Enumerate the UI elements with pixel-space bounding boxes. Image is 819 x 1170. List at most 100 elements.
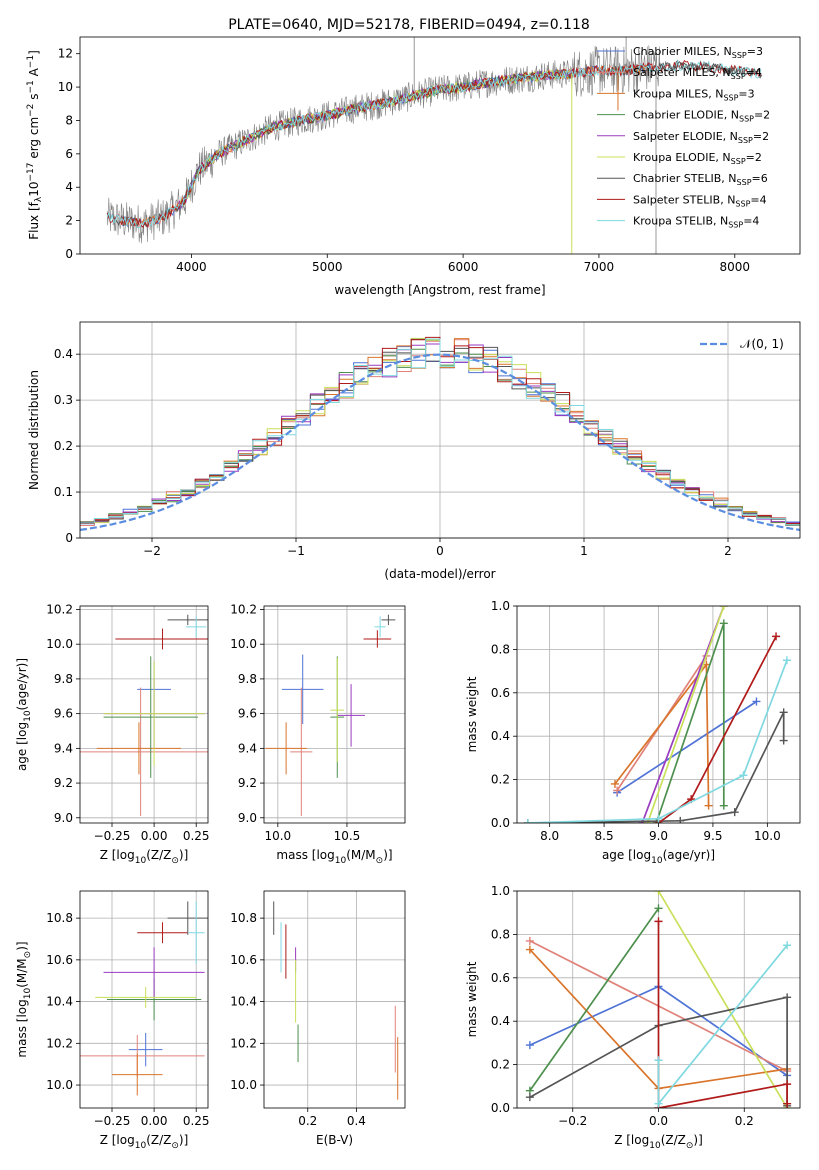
weight-marker xyxy=(782,656,791,665)
weight-marker xyxy=(779,708,788,717)
plot-area-residuals xyxy=(80,336,800,531)
weight-line-kroupa-stelib xyxy=(527,659,788,823)
y-tick-label: 10.0 xyxy=(230,1078,257,1092)
y-tick-label-text: 10.0 xyxy=(230,1078,257,1092)
x-tick-label-text: 0.00 xyxy=(141,829,168,843)
y-tick-label: 10.6 xyxy=(230,953,257,967)
x-tick-label-text: 0.2 xyxy=(735,1114,754,1128)
label-part: E(B-V) xyxy=(316,1133,353,1147)
label-part: =3 xyxy=(738,87,754,100)
y-tick-label: 10.0 xyxy=(46,637,73,651)
label-part: Chabrier ELODIE, N xyxy=(633,109,739,122)
y-tick-label: 0.6 xyxy=(491,686,510,700)
weight-marker xyxy=(654,904,663,913)
label-part: =4 xyxy=(750,193,766,206)
model-spectrum-salpeter-miles xyxy=(120,63,653,228)
y-axis-label: mass weight xyxy=(465,961,479,1037)
model-spectrum-kroupa-miles xyxy=(120,64,653,228)
y-tick-label-text: 10.0 xyxy=(46,637,73,651)
y-tick-label: 1.0 xyxy=(491,599,510,613)
label-part: 10 xyxy=(335,856,347,866)
y-tick-label-text: 0.4 xyxy=(54,347,73,361)
y-tick-label-text: 10 xyxy=(58,80,73,94)
label-part: age [log xyxy=(15,722,29,771)
y-tick-label-text: 10.4 xyxy=(230,995,257,1009)
y-tick-label: 10 xyxy=(58,80,73,94)
legend-entry: Kroupa STELIB, NSSP=4 xyxy=(633,215,759,230)
y-tick-label-text: 0.8 xyxy=(491,642,510,656)
label-part: Chabrier MILES, N xyxy=(633,45,732,58)
x-tick-label: 8.0 xyxy=(540,829,559,843)
x-tick-label: 0.25 xyxy=(183,829,210,843)
axes-frame-spectrum xyxy=(79,36,801,255)
label-part: SSP xyxy=(731,157,746,166)
label-part: Z [log xyxy=(614,1133,649,1147)
weight-marker xyxy=(654,1056,663,1065)
label-part: )] xyxy=(179,1133,188,1147)
y-tick-label: 9.8 xyxy=(54,672,73,686)
y-tick-label: 10.4 xyxy=(230,995,257,1009)
legend-entry: Kroupa MILES, NSSP=3 xyxy=(633,87,755,102)
label-part: 10 xyxy=(23,710,33,722)
y-tick-label: 8 xyxy=(65,113,73,127)
weight-marker xyxy=(772,632,781,641)
label-part: −2 xyxy=(26,104,36,117)
label-part: =4 xyxy=(746,66,762,79)
weight-marker xyxy=(643,819,652,823)
axes-frame-age-vs-Z xyxy=(79,605,209,824)
weight-marker xyxy=(719,801,728,810)
legend-entry: Chabrier STELIB, NSSP=6 xyxy=(633,172,768,187)
y-tick-label-text: 10.2 xyxy=(230,1036,257,1050)
y-axis-label: mass weight xyxy=(465,676,479,752)
label-part: =2 xyxy=(753,130,769,143)
x-tick-label-text: 8.5 xyxy=(595,829,614,843)
legend-entry: Chabrier MILES, NSSP=3 xyxy=(633,45,763,60)
label-part: (Z/Z xyxy=(146,1133,171,1147)
weight-marker xyxy=(525,1093,534,1102)
x-tick-label-text: 0.25 xyxy=(183,1114,210,1128)
x-axis-label: mass [log10(M/M⊙)] xyxy=(276,848,392,866)
model-spectrum-chabrier-miles xyxy=(120,61,653,228)
y-tick-label: 0.8 xyxy=(491,927,510,941)
y-axis-label: Flux [fλ10−17 erg cm−2 s−1 A−1] xyxy=(26,50,44,240)
y-tick-label-text: 0 xyxy=(65,247,73,261)
weight-marker xyxy=(730,808,739,817)
y-tick-label: 4 xyxy=(65,180,73,194)
x-tick-label: 1 xyxy=(580,544,588,558)
label-part: ⊙ xyxy=(171,1141,179,1151)
label-part: 10 xyxy=(27,182,41,197)
axes-frame-weight-vs-age xyxy=(516,605,801,824)
y-tick-label: 10.4 xyxy=(46,995,73,1009)
y-axis-label: mass [log10(M/M⊙)] xyxy=(15,941,33,1057)
label-part: Salpeter ELODIE, N xyxy=(633,130,738,143)
y-tick-label: 0 xyxy=(65,247,73,261)
label-part: (data-model)/error xyxy=(384,567,495,581)
label-part: 10 xyxy=(649,1141,661,1151)
x-tick-label: 10.0 xyxy=(754,829,781,843)
label-part: wavelength [Angstrom, rest frame] xyxy=(334,283,545,297)
x-tick-label: −2 xyxy=(143,544,161,558)
weight-marker xyxy=(783,1080,792,1089)
label-part: ] xyxy=(27,50,41,55)
axes-frame-mass-vs-Z xyxy=(79,890,209,1109)
x-tick-label: 0.00 xyxy=(141,1114,168,1128)
y-tick-label-text: 10.8 xyxy=(46,911,73,925)
y-tick-label: 0.4 xyxy=(54,347,73,361)
label-part: Kroupa MILES, N xyxy=(633,87,723,100)
x-tick-label: 7000 xyxy=(584,260,615,274)
y-tick-label: 0.0 xyxy=(491,816,510,830)
y-tick-label: 9.4 xyxy=(54,741,73,755)
y-tick-label: 2 xyxy=(65,214,73,228)
axes-residuals: −2 −1 0 1 2 0 0.1 0.2 0.3 0.4 xyxy=(54,322,800,558)
weight-line-kroupa-stelib xyxy=(657,944,788,1107)
weight-marker xyxy=(525,1041,534,1050)
x-tick-label-text: 2 xyxy=(724,544,732,558)
x-axis-label: E(B-V) xyxy=(316,1133,353,1147)
weight-marker xyxy=(676,816,685,823)
y-tick-label-text: 0 xyxy=(65,531,73,545)
y-tick-label-text: 4 xyxy=(65,180,73,194)
y-tick-label: 0.6 xyxy=(491,971,510,985)
label-part: =3 xyxy=(747,45,763,58)
label-part: −1 xyxy=(26,55,36,68)
y-axis-label: Normed distribution xyxy=(27,370,41,490)
